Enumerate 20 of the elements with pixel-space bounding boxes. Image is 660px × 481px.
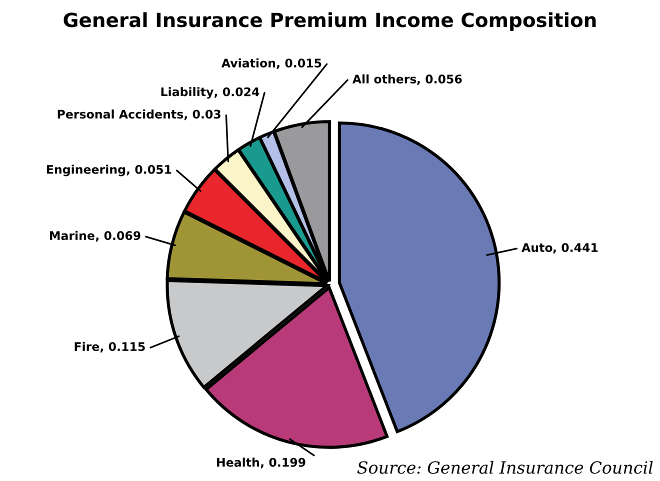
slice-label: Personal Accidents xyxy=(58,109,184,119)
chart-title: General Insurance Premium Income Composition xyxy=(64,12,596,32)
data-label: , 0.03 xyxy=(184,110,220,120)
slice-label: All others xyxy=(352,74,416,84)
slice-label: Health xyxy=(217,458,259,467)
data-label: , 0.115 xyxy=(100,342,145,353)
data-label: , 0.441 xyxy=(553,243,598,254)
slice-label: Marine xyxy=(50,230,94,240)
slice-label: Aviation xyxy=(221,58,276,68)
data-label: , 0.056 xyxy=(417,74,462,85)
data-label: , 0.015 xyxy=(276,58,322,70)
slice-label: Auto xyxy=(522,243,552,252)
source-note: Source: General Insurance Council xyxy=(357,460,653,474)
data-label: , 0.069 xyxy=(96,231,140,242)
slice-label: Fire xyxy=(74,342,100,352)
data-label: , 0.199 xyxy=(260,458,306,468)
data-label: , 0.051 xyxy=(126,164,172,176)
slice-label: Engineering xyxy=(46,164,126,176)
slice-label: Liability xyxy=(161,87,214,99)
data-label: , 0.024 xyxy=(214,87,260,98)
